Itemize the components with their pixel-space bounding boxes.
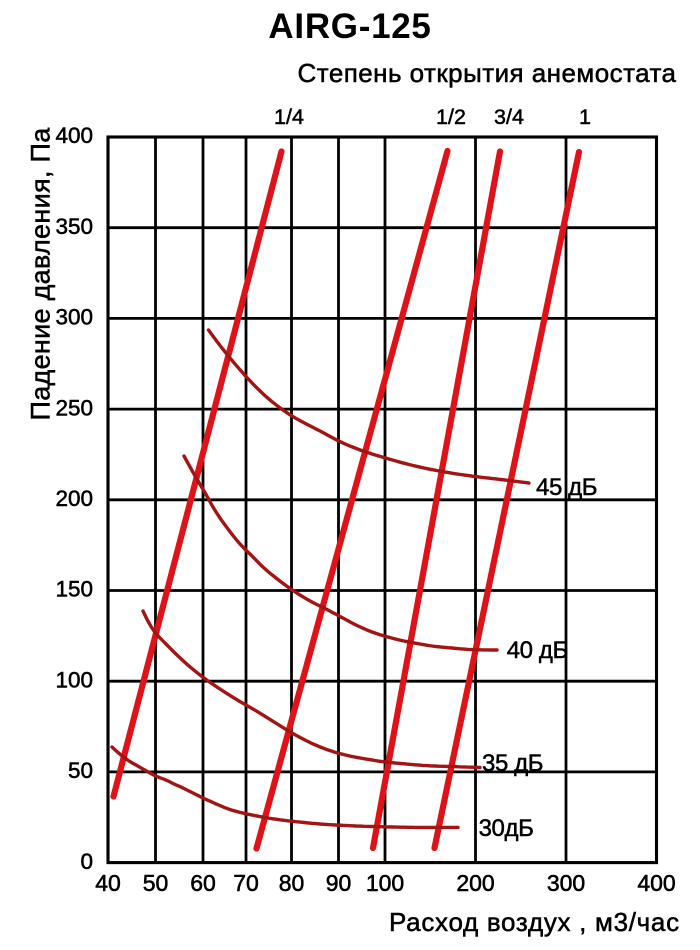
svg-text:60: 60 xyxy=(190,870,216,896)
svg-text:50: 50 xyxy=(143,870,169,896)
svg-text:250: 250 xyxy=(55,395,93,420)
svg-text:40 дБ: 40 дБ xyxy=(507,637,568,664)
svg-text:AIRG-125: AIRG-125 xyxy=(268,7,431,46)
svg-text:100: 100 xyxy=(366,870,404,896)
svg-text:Степень открытия анемостата: Степень открытия анемостата xyxy=(298,58,677,88)
svg-text:30дБ: 30дБ xyxy=(479,815,534,842)
svg-text:Расход воздух , м3/час: Расход воздух , м3/час xyxy=(389,907,680,937)
svg-text:200: 200 xyxy=(55,486,93,511)
svg-text:50: 50 xyxy=(68,758,93,783)
svg-text:90: 90 xyxy=(326,870,352,896)
svg-text:35 дБ: 35 дБ xyxy=(482,750,543,777)
svg-text:400: 400 xyxy=(55,123,93,148)
svg-text:45 дБ: 45 дБ xyxy=(536,474,597,501)
svg-text:300: 300 xyxy=(547,870,585,896)
svg-text:350: 350 xyxy=(55,214,93,239)
svg-text:Падение давления, Па: Падение давления, Па xyxy=(26,127,56,421)
svg-text:150: 150 xyxy=(55,577,93,602)
svg-text:70: 70 xyxy=(233,870,259,896)
svg-text:3/4: 3/4 xyxy=(494,105,524,129)
svg-text:0: 0 xyxy=(80,849,93,874)
svg-text:400: 400 xyxy=(637,870,675,896)
svg-text:1/2: 1/2 xyxy=(436,105,466,129)
svg-text:200: 200 xyxy=(456,870,494,896)
svg-text:1: 1 xyxy=(579,105,591,129)
svg-text:1/4: 1/4 xyxy=(274,105,304,129)
svg-text:80: 80 xyxy=(279,870,305,896)
svg-text:40: 40 xyxy=(95,870,121,896)
svg-text:100: 100 xyxy=(55,667,93,692)
svg-text:300: 300 xyxy=(55,305,93,330)
